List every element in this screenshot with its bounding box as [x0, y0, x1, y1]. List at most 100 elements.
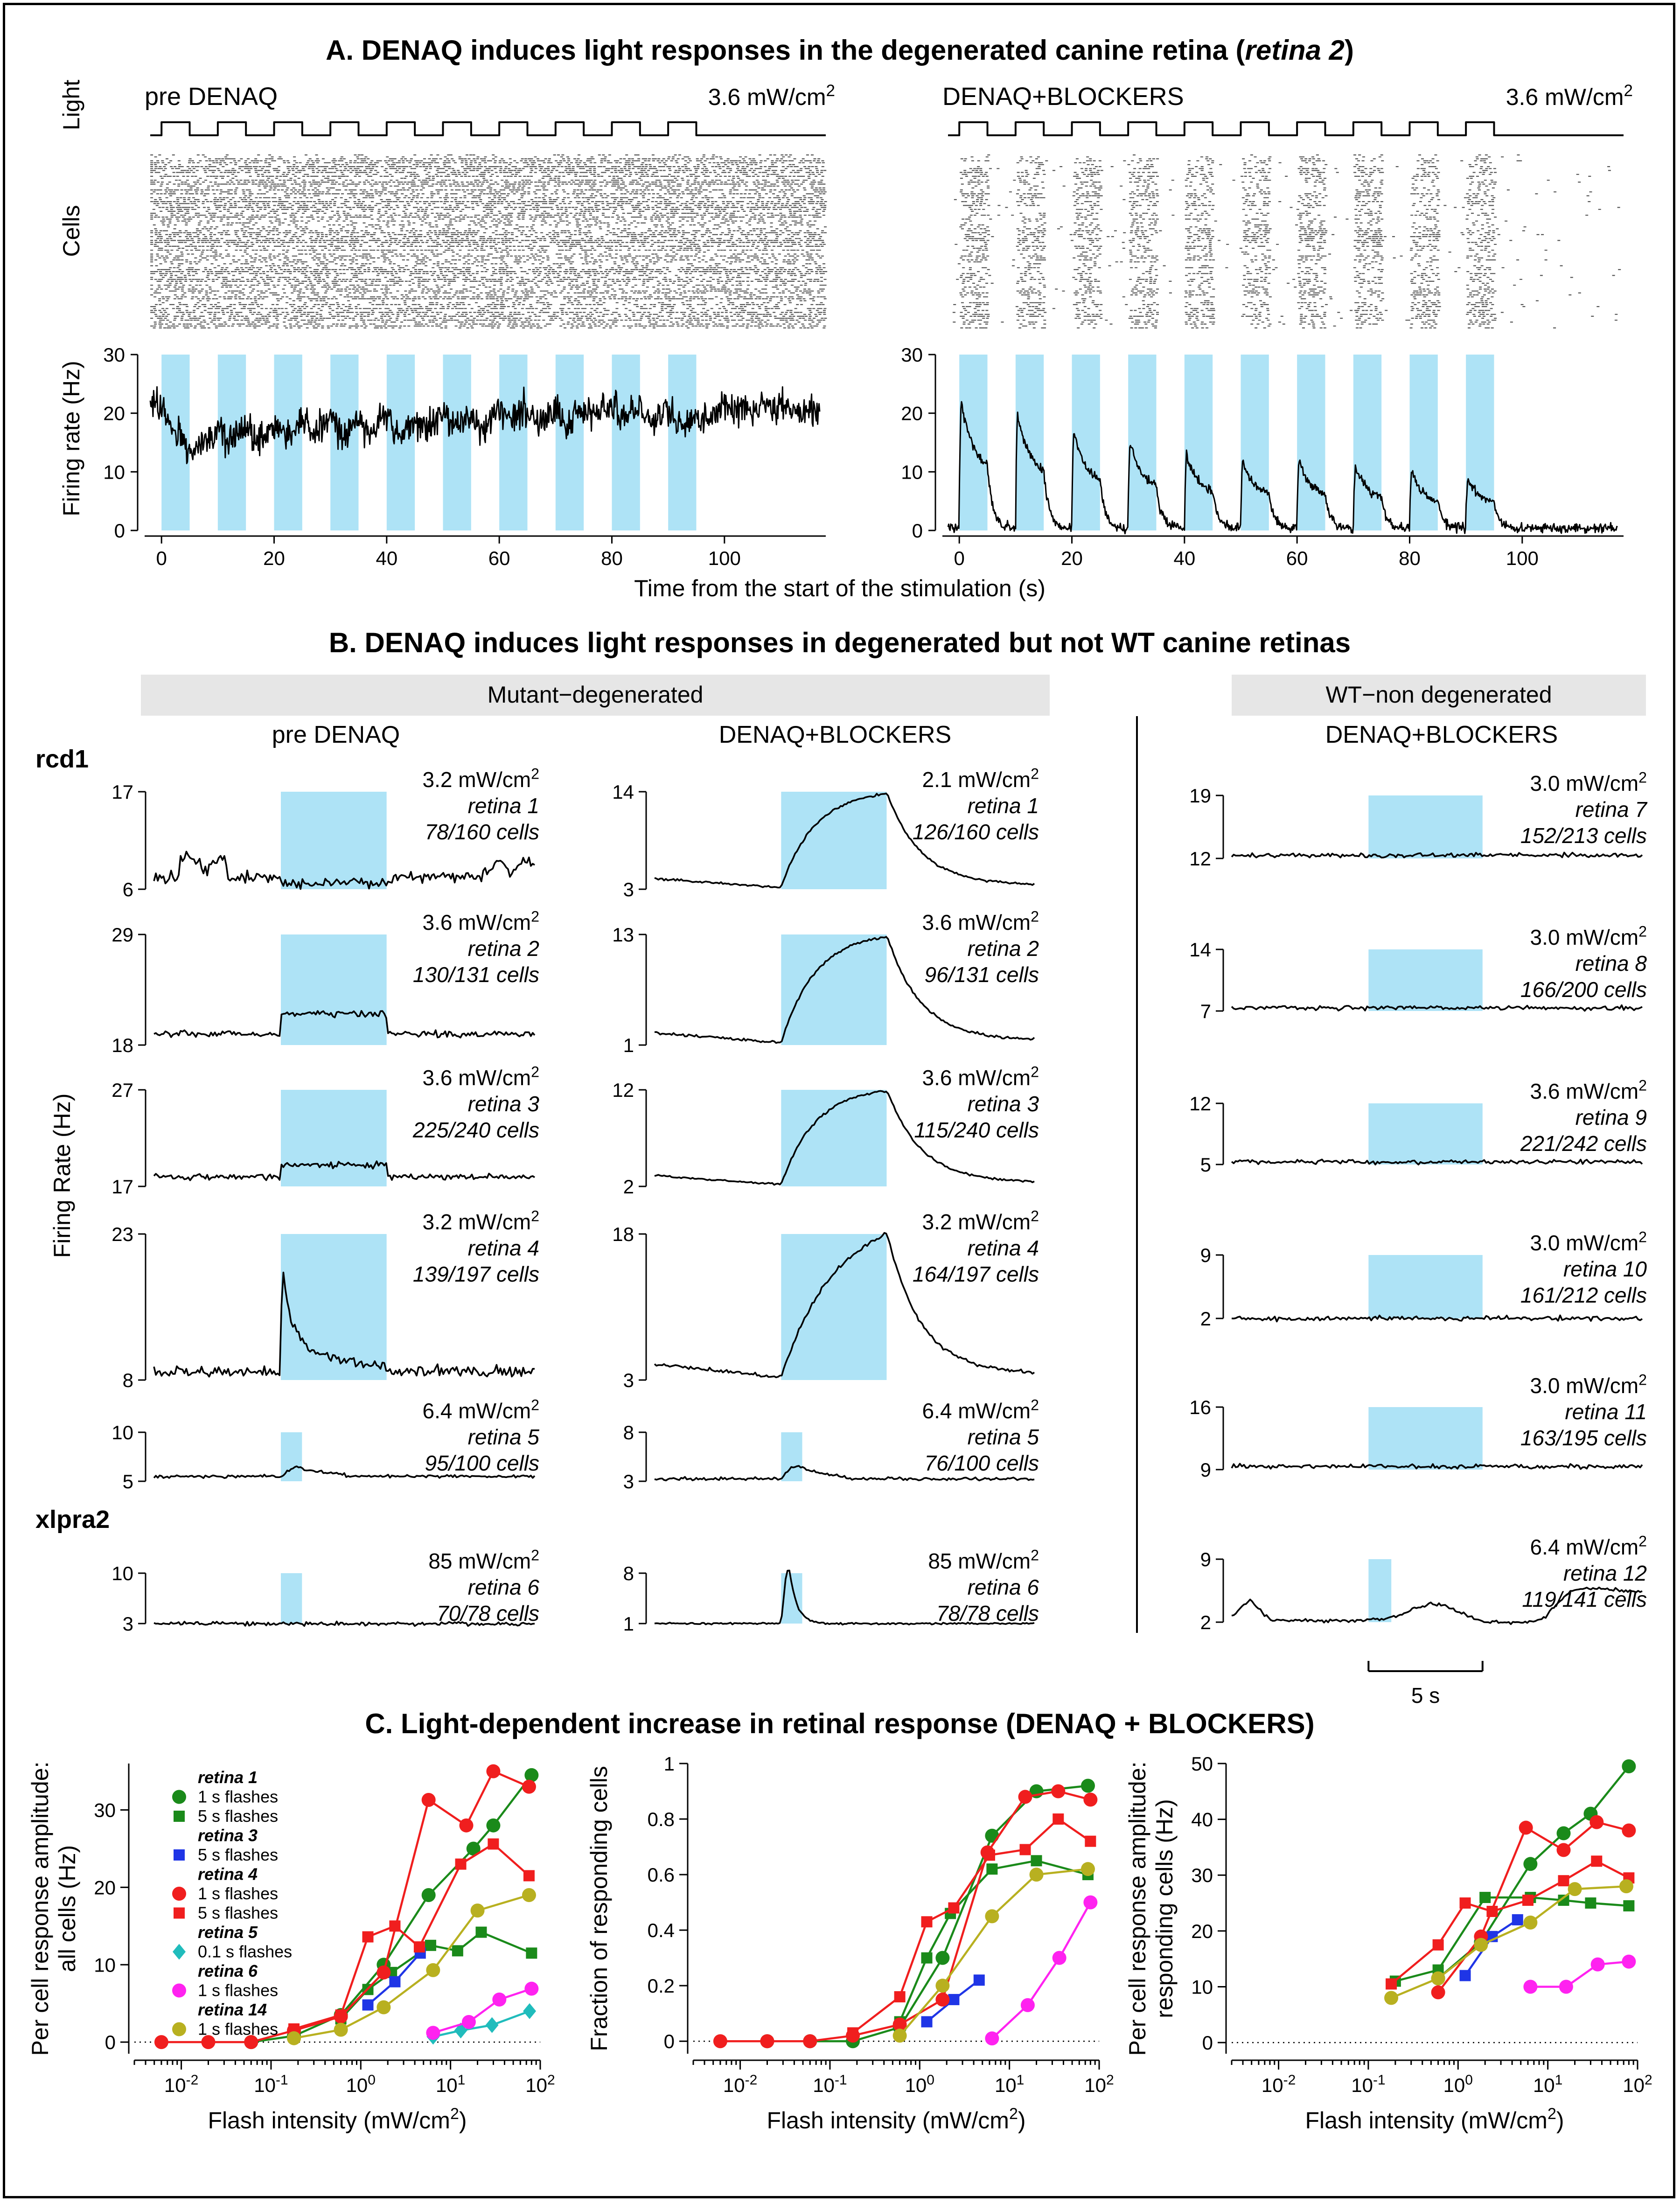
intensity-label: 3.0 mW/cm2 [1530, 1229, 1647, 1255]
legend-entry: 1 s flashes [198, 2020, 278, 2039]
cell-count-label: 78/160 cells [425, 820, 540, 844]
legend-entry: 5 s flashes [198, 1806, 278, 1826]
tick-base: 10 [1084, 2074, 1106, 2096]
stimulus-box [1368, 1559, 1392, 1622]
y-tick-label: 18 [612, 1223, 634, 1245]
y-axis-label: all cells (Hz) [54, 1845, 80, 1972]
data-point [413, 1941, 425, 1953]
data-point [1019, 1844, 1031, 1855]
column-header-wt: DENAQ+BLOCKERS [1325, 721, 1558, 748]
intensity-exponent: 2 [1624, 82, 1633, 100]
data-point [1080, 1778, 1095, 1793]
column-header-pre: pre DENAQ [272, 721, 400, 748]
group-band-wt [1232, 675, 1646, 716]
data-point [172, 2022, 186, 2036]
tick-base: 10 [905, 2074, 927, 2096]
y-tick-label: 29 [112, 924, 133, 946]
series [847, 1813, 1096, 2039]
data-point [201, 2035, 216, 2050]
data-point [524, 1981, 539, 1996]
tick-exponent: 0 [368, 2072, 376, 2088]
data-point [892, 2017, 907, 2032]
tick-exponent: -1 [1373, 2072, 1386, 2088]
stimulus-box [1368, 1103, 1483, 1164]
retina-label: retina 1 [468, 794, 539, 818]
y-tick-label: 27 [112, 1079, 133, 1101]
y-tick-label: 0 [664, 2030, 675, 2052]
retina-label: retina 6 [968, 1575, 1039, 1599]
intensity-exponent: 2 [1638, 1372, 1647, 1388]
y-tick-label: 16 [1189, 1396, 1211, 1418]
response-trace [1231, 1004, 1643, 1012]
response-trace [1231, 1158, 1643, 1165]
time-scalebar: 5 s [1367, 1661, 1484, 1708]
data-point [335, 2009, 347, 2021]
data-point [421, 1888, 436, 1902]
intensity-exponent: 2 [531, 1397, 539, 1414]
x-tick-label: 60 [1286, 547, 1308, 569]
intensity-label: 3.6 mW/cm2 [708, 82, 835, 110]
data-point [426, 2026, 440, 2040]
intensity-label: 3.6 mW/cm2 [1506, 82, 1633, 110]
data-point [523, 2003, 537, 2019]
intensity-label: 85 mW/cm2 [928, 1547, 1039, 1573]
intensity-value: 3.0 mW/cm [1530, 1231, 1639, 1255]
group-label-mutant: Mutant−degenerated [488, 682, 704, 708]
y-tick-label: 1 [623, 1613, 634, 1635]
intensity-exponent: 2 [1031, 1208, 1039, 1225]
intensity-value: 3.6 mW/cm [708, 84, 826, 110]
data-point [362, 1931, 374, 1943]
condition-label: DENAQ+BLOCKERS [942, 83, 1184, 111]
data-point [287, 2031, 301, 2045]
data-point [389, 1976, 401, 1987]
firing-rate-trace [947, 401, 1618, 535]
x-tick-label: 102 [525, 2072, 555, 2096]
legend-entry: 1 s flashes [198, 1884, 278, 1903]
tick-exponent: 1 [458, 2072, 466, 2088]
stimulus-box [1368, 1407, 1483, 1470]
data-point [523, 1870, 535, 1882]
tick-exponent: -2 [1283, 2072, 1296, 2088]
data-point [452, 1945, 463, 1957]
intensity-value: 3.6 mW/cm [922, 1066, 1031, 1090]
tick-base: 10 [254, 2074, 276, 2096]
y-tick-label: 19 [1189, 785, 1211, 807]
intensity-label: 3.6 mW/cm2 [922, 1064, 1039, 1090]
series-line [852, 1818, 1091, 2034]
stimulus-box [781, 1090, 887, 1186]
data-point [1622, 1759, 1636, 1773]
intensity-label: 6.4 mW/cm2 [423, 1397, 539, 1423]
series [426, 1981, 539, 2040]
intensity-exponent: 2 [531, 1064, 539, 1081]
label-exponent: 2 [450, 2105, 459, 2123]
intensity-value: 3.6 mW/cm [1506, 84, 1624, 110]
cell-count-label: 115/240 cells [914, 1118, 1039, 1142]
series [985, 1895, 1098, 2046]
intensity-value: 3.6 mW/cm [922, 910, 1031, 934]
data-point [1083, 1792, 1098, 1807]
x-tick-label: 0 [156, 547, 167, 569]
data-point [986, 1863, 998, 1875]
x-tick-label: 40 [376, 547, 397, 569]
data-point [713, 2034, 727, 2049]
condition-label: pre DENAQ [145, 83, 278, 111]
data-point [334, 2022, 348, 2037]
intensity-exponent: 2 [1031, 908, 1039, 925]
data-point [485, 2017, 499, 2033]
cell-count-label: 163/195 cells [1520, 1426, 1647, 1450]
series-line [1437, 1765, 1630, 1980]
label-text: Flash intensity (mW/cm [1305, 2107, 1548, 2133]
data-point [522, 1779, 536, 1794]
y-tick-label: 8 [123, 1369, 133, 1391]
data-point [461, 2015, 476, 2029]
data-point [1386, 1978, 1397, 1990]
data-point [1029, 1868, 1044, 1882]
label-exponent: 2 [1009, 2105, 1018, 2123]
tick-exponent: -2 [745, 2072, 758, 2088]
intensity-value: 85 mW/cm [428, 1549, 531, 1573]
